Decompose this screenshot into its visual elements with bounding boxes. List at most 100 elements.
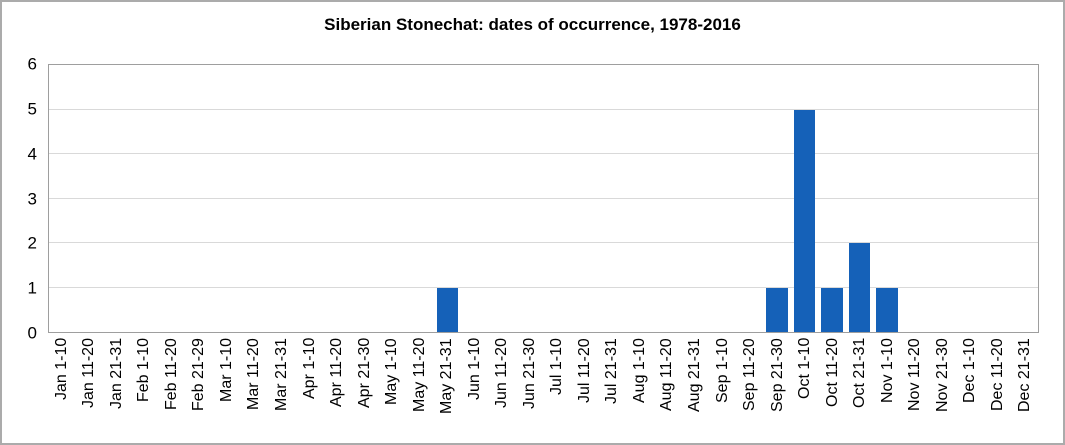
bar-slot: [955, 65, 982, 332]
x-tick-label: Apr 11-20: [328, 338, 346, 408]
x-tick-label: Sep 21-30: [768, 338, 786, 412]
bar-slot: [159, 65, 186, 332]
y-axis: 0 1 2 3 4 5 6: [2, 56, 46, 342]
x-slot: Jul 21-31: [599, 338, 627, 442]
bar-slot: [873, 65, 900, 332]
y-tick-label: 3: [27, 189, 37, 208]
x-slot: Jan 1-10: [48, 338, 76, 442]
x-slot: Sep 11-20: [736, 338, 764, 442]
bar-slot: [131, 65, 158, 332]
y-tick-label: 1: [27, 278, 37, 298]
x-slot: Mar 21-31: [268, 338, 296, 442]
gridline: [49, 286, 1038, 288]
x-slot: Apr 1-10: [296, 338, 324, 442]
bar-slot: [434, 65, 461, 332]
bar: [821, 287, 843, 332]
bar-slot: [653, 65, 680, 332]
gridline: [49, 108, 1038, 110]
x-tick-label: Jun 11-20: [493, 338, 511, 408]
x-tick-label: Jul 11-20: [575, 338, 593, 403]
x-slot: Oct 21-31: [846, 338, 874, 442]
plot-area: [48, 64, 1039, 333]
bar: [436, 287, 458, 332]
x-slot: May 11-20: [406, 338, 434, 442]
bar-slot: [763, 65, 790, 332]
x-slot: Mar 11-20: [241, 338, 269, 442]
bar-slot: [571, 65, 598, 332]
x-tick-label: Aug 1-10: [630, 338, 648, 403]
x-slot: Sep 21-30: [764, 338, 792, 442]
x-tick-label: Nov 21-30: [933, 338, 951, 412]
bar-slot: [324, 65, 351, 332]
bar-slot: [516, 65, 543, 332]
x-tick-label: Aug 21-31: [685, 338, 703, 412]
bar-slot: [241, 65, 268, 332]
x-slot: Jul 1-10: [544, 338, 572, 442]
x-slot: Oct 1-10: [791, 338, 819, 442]
x-tick-label: Feb 21-29: [190, 338, 208, 411]
bar-slot: [76, 65, 103, 332]
x-slot: Feb 11-20: [158, 338, 186, 442]
x-tick-label: Jan 1-10: [52, 338, 70, 401]
x-slot: Jan 21-31: [103, 338, 131, 442]
bar: [766, 287, 788, 332]
bar-slot: [708, 65, 735, 332]
bar-slot: [791, 65, 818, 332]
bar-slot: [49, 65, 76, 332]
x-axis-labels: Jan 1-10 Jan 11-20 Jan 21-31 Feb 1-10 Feb 11…: [48, 338, 1039, 442]
x-tick-label: Mar 11-20: [245, 338, 263, 410]
x-slot: Jul 11-20: [571, 338, 599, 442]
y-tick-label: 5: [27, 99, 37, 119]
bar-slot: [104, 65, 131, 332]
x-tick-label: Nov 1-10: [878, 338, 896, 403]
x-slot: Dec 21-31: [1012, 338, 1040, 442]
y-tick-label: 2: [27, 233, 37, 253]
gridline: [49, 242, 1038, 243]
x-slot: Feb 1-10: [131, 338, 159, 442]
gridline: [49, 153, 1038, 154]
x-tick-label: Apr 21-30: [355, 338, 373, 409]
x-tick-label: Feb 1-10: [135, 338, 153, 403]
bar: [848, 243, 871, 332]
x-tick-label: Jul 21-31: [603, 338, 621, 404]
x-tick-label: Sep 11-20: [741, 338, 759, 411]
x-slot: Jun 1-10: [461, 338, 489, 442]
x-slot: Jun 11-20: [489, 338, 517, 442]
x-tick-label: Dec 11-20: [988, 338, 1006, 411]
x-slot: Sep 1-10: [709, 338, 737, 442]
bar-slot: [406, 65, 433, 332]
x-tick-label: May 11-20: [410, 338, 428, 413]
bar: [876, 287, 898, 332]
bar-slot: [818, 65, 845, 332]
x-slot: Nov 21-30: [929, 338, 957, 442]
bar-slot: [846, 65, 873, 332]
x-tick-label: Oct 11-20: [823, 338, 841, 408]
x-tick-label: Jan 21-31: [107, 338, 125, 410]
chart-title: Siberian Stonechat: dates of occurrence,…: [324, 15, 741, 34]
bar-slot: [296, 65, 323, 332]
bar-slot: [736, 65, 763, 332]
x-slot: Apr 11-20: [323, 338, 351, 442]
bar-slot: [983, 65, 1010, 332]
bar-slot: [269, 65, 296, 332]
x-tick-label: Feb 11-20: [162, 338, 180, 410]
x-tick-label: Jun 1-10: [465, 338, 483, 401]
x-slot: Nov 11-20: [901, 338, 929, 442]
x-tick-label: Nov 11-20: [906, 338, 924, 411]
x-tick-label: Jan 11-20: [80, 338, 98, 408]
bar-slot: [928, 65, 955, 332]
y-tick-label: 4: [27, 144, 37, 164]
x-slot: Nov 1-10: [874, 338, 902, 442]
bar-slot: [379, 65, 406, 332]
x-slot: Jun 21-30: [516, 338, 544, 442]
y-tick-label: 0: [27, 323, 37, 343]
x-tick-label: Sep 1-10: [713, 338, 731, 403]
x-slot: Mar 1-10: [213, 338, 241, 442]
x-tick-label: Dec 1-10: [961, 338, 979, 403]
x-slot: Dec 1-10: [957, 338, 985, 442]
x-tick-label: Oct 21-31: [851, 338, 869, 409]
x-tick-label: Mar 21-31: [273, 338, 291, 411]
x-slot: Aug 11-20: [654, 338, 682, 442]
x-slot: Dec 11-20: [984, 338, 1012, 442]
x-slot: Oct 11-20: [819, 338, 847, 442]
